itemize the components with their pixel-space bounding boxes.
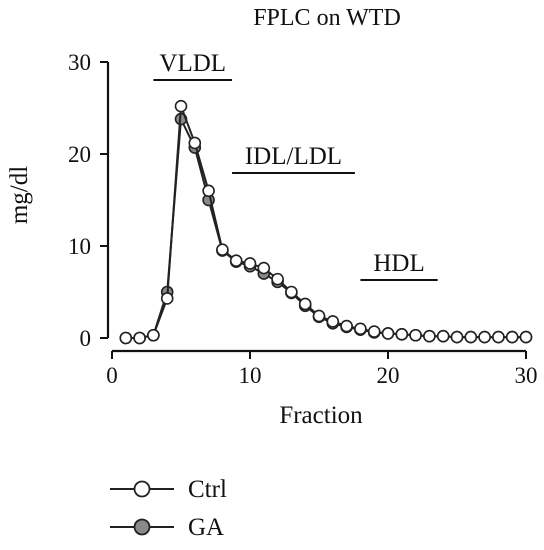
data-point-ctrl (478, 330, 491, 344)
data-point-ctrl (133, 331, 146, 345)
chart-title: FPLC on WTD (253, 5, 401, 31)
data-point-ctrl (450, 330, 464, 344)
data-point-ctrl (243, 257, 257, 270)
legend-marker-ga (133, 518, 151, 536)
legend-label-ctrl: Ctrl (188, 476, 227, 503)
annotation-label: IDL/LDL (245, 143, 342, 170)
data-point-ctrl (519, 330, 533, 344)
data-point-ctrl (367, 325, 381, 338)
y-axis-label: mg/dl (6, 166, 33, 224)
data-point-ctrl (147, 328, 160, 342)
x-tick-label: 0 (106, 363, 118, 388)
annotation-label: HDL (373, 250, 424, 277)
data-point-ctrl (395, 328, 409, 341)
legend: Ctrl GA (110, 476, 227, 541)
data-point-ctrl (505, 330, 519, 344)
data-point-ctrl (174, 99, 188, 113)
legend-marker-ctrl (133, 480, 151, 498)
x-tick-label: 10 (239, 363, 262, 388)
legend-label-ga: GA (188, 514, 224, 541)
annotation-label: VLDL (159, 50, 226, 77)
series-line-ctrl (125, 105, 526, 339)
data-point-ctrl (436, 329, 450, 343)
data-point-ctrl (340, 319, 353, 333)
y-tick-label: 20 (68, 142, 91, 167)
data-point-ctrl (271, 272, 284, 286)
y-tick-label: 30 (68, 50, 91, 75)
data-point-ctrl (229, 254, 243, 268)
x-axis-label: Fraction (279, 402, 363, 429)
y-tick-label: 10 (68, 234, 91, 259)
data-point-ctrl (257, 261, 271, 275)
data-point-ctrl (354, 322, 367, 336)
data-point-ctrl (381, 327, 395, 340)
data-point-ctrl (312, 309, 326, 323)
data-point-ctrl (285, 285, 298, 299)
data-point-ctrl (423, 329, 436, 343)
data-point-ctrl (464, 330, 478, 344)
data-point-ctrl (188, 136, 202, 150)
x-tick-label: 30 (515, 363, 538, 388)
data-point-ctrl (492, 330, 505, 344)
data-point-ctrl (119, 331, 133, 345)
data-point-ctrl (409, 328, 422, 342)
plot-area: 0 10 20 30 0 10 20 30 VLDL IDL/LDL HDL (68, 50, 538, 388)
x-tick-label: 20 (377, 363, 400, 388)
data-point-ctrl (298, 297, 312, 311)
data-point-ctrl (202, 184, 215, 198)
data-point-ctrl (326, 315, 340, 328)
data-point-ctrl (160, 292, 174, 305)
data-point-ctrl (216, 243, 229, 256)
y-tick-label: 0 (80, 326, 92, 351)
